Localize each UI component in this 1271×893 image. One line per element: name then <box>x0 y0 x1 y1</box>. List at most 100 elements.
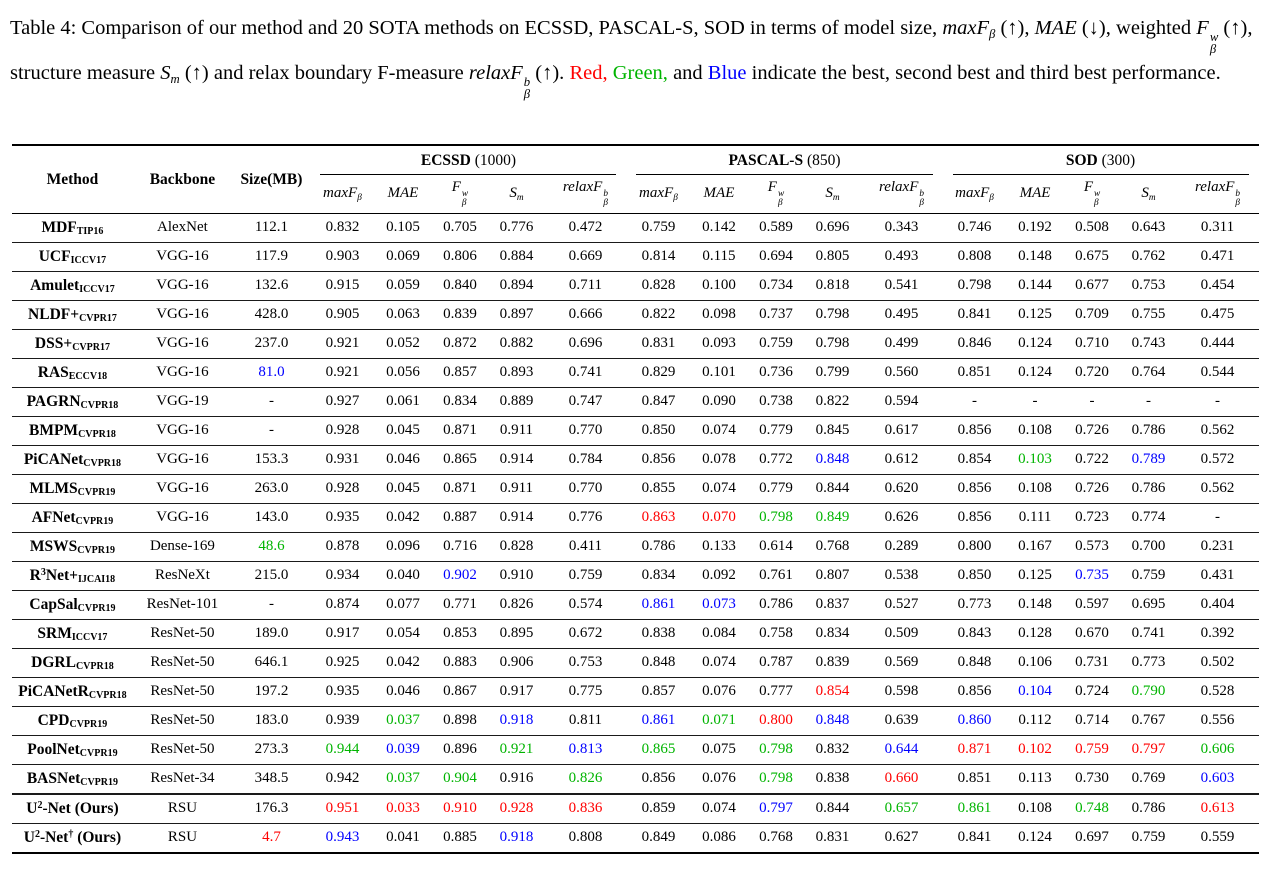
col-header-method: Method <box>12 145 133 214</box>
method-name: PiCANetCVPR18 <box>12 444 133 475</box>
metric-value: 0.710 <box>1063 328 1121 359</box>
metric-value: 0.144 <box>1006 270 1064 301</box>
metric-value: 0.666 <box>544 299 627 330</box>
method-text: CapSal <box>29 595 78 613</box>
metric-value: 0.495 <box>860 299 943 330</box>
legend-green: Green, <box>612 62 668 85</box>
metric-value: 0.846 <box>942 328 1007 359</box>
method-venue: CVPR19 <box>79 747 118 759</box>
model-size: - <box>232 415 311 446</box>
metric-value: 0.709 <box>1063 299 1121 330</box>
metric-value: 0.753 <box>544 647 627 678</box>
metric-value: 0.910 <box>431 793 489 824</box>
method-text: SRM <box>37 624 72 642</box>
metric-value: 0.914 <box>488 444 545 475</box>
col-header-metric: MAE <box>374 175 432 214</box>
metric-value: 0.705 <box>431 212 489 243</box>
metric-value: 0.800 <box>747 705 805 736</box>
method-name: DGRLCVPR18 <box>12 647 133 678</box>
metric-value: 0.115 <box>690 241 748 272</box>
metric-value: 0.818 <box>804 270 861 301</box>
metric-value: - <box>1063 386 1121 417</box>
metric-value: 0.847 <box>626 386 691 417</box>
metric-value: 0.834 <box>431 386 489 417</box>
metric-value: 0.805 <box>804 241 861 272</box>
metric-value: 0.125 <box>1006 560 1064 591</box>
metric-value: 0.100 <box>690 270 748 301</box>
method-text: MLMS <box>29 479 78 497</box>
metric-value: 0.560 <box>860 357 943 388</box>
metric-value: 0.061 <box>374 386 432 417</box>
metric-value: 0.800 <box>942 531 1007 562</box>
metric-value: 0.883 <box>431 647 489 678</box>
method-name: CPDCVPR19 <box>12 705 133 736</box>
metric-value: 0.789 <box>1120 444 1177 475</box>
metric-value: 0.808 <box>544 822 627 853</box>
metric-value: 0.918 <box>488 822 545 853</box>
metric-value: 0.694 <box>747 241 805 272</box>
model-size: - <box>232 386 311 417</box>
metric-value: 0.798 <box>942 270 1007 301</box>
metric-value: 0.834 <box>804 618 861 649</box>
method-text: -Net (Ours) <box>42 799 119 817</box>
metric-value: 0.084 <box>690 618 748 649</box>
metric-value: 0.904 <box>431 763 489 794</box>
metric-value: 0.737 <box>747 299 805 330</box>
metric-value: 0.851 <box>942 357 1007 388</box>
metric-value: 0.711 <box>544 270 627 301</box>
metric-value: 0.828 <box>626 270 691 301</box>
metric-value: 0.167 <box>1006 531 1064 562</box>
col-header-metric: maxFβ <box>626 175 691 214</box>
metric-value: 0.392 <box>1176 618 1259 649</box>
metric-value: 0.903 <box>310 241 375 272</box>
table-row: BASNetCVPR19 ResNet-34 348.5 0.942 0.037 0.90… <box>12 763 1259 794</box>
metric-value: 0.573 <box>1063 531 1121 562</box>
metric-value: 0.773 <box>1120 647 1177 678</box>
metric-value: 0.726 <box>1063 473 1121 504</box>
metric-value: 0.743 <box>1120 328 1177 359</box>
metric-value: 0.040 <box>374 560 432 591</box>
metric-value: 0.761 <box>747 560 805 591</box>
metric-value: 0.124 <box>1006 357 1064 388</box>
metric-value: 0.807 <box>804 560 861 591</box>
metric-value: 0.853 <box>431 618 489 649</box>
method-text: MSWS <box>29 537 78 555</box>
method-venue: CVPR18 <box>88 689 127 701</box>
metric-value: 0.826 <box>488 589 545 620</box>
metric-value: 0.404 <box>1176 589 1259 620</box>
table-row: DGRLCVPR18 ResNet-50 646.1 0.925 0.042 0.883 0… <box>12 647 1259 678</box>
metric-value: 0.111 <box>1006 502 1064 533</box>
model-size: 273.3 <box>232 734 311 765</box>
metric-value: 0.722 <box>1063 444 1121 475</box>
metric-value: 0.071 <box>690 705 748 736</box>
metric-value: 0.045 <box>374 473 432 504</box>
metric-value: 0.776 <box>544 502 627 533</box>
metric-value: 0.726 <box>1063 415 1121 446</box>
metric-value: 0.472 <box>544 212 627 243</box>
metric-value: 0.786 <box>1120 415 1177 446</box>
method-text: † <box>68 828 74 840</box>
metric-value: 0.848 <box>804 444 861 475</box>
metric-value: 0.798 <box>804 328 861 359</box>
model-size: 112.1 <box>232 212 311 243</box>
metric-value: 0.124 <box>1006 328 1064 359</box>
metric-value: 0.037 <box>374 705 432 736</box>
metric-value: 0.921 <box>310 357 375 388</box>
metric-value: 0.192 <box>1006 212 1064 243</box>
method-venue: CVPR17 <box>72 341 110 353</box>
metric-value: 0.736 <box>747 357 805 388</box>
metric-value: 0.884 <box>488 241 545 272</box>
metric-value: 0.798 <box>747 734 805 765</box>
metric-value: 0.730 <box>1063 763 1121 794</box>
model-size: 183.0 <box>232 705 311 736</box>
metric-value: 0.696 <box>804 212 861 243</box>
metric-value: 0.832 <box>310 212 375 243</box>
metric-value: 0.779 <box>747 473 805 504</box>
model-size: 646.1 <box>232 647 311 678</box>
backbone: ResNet-50 <box>132 676 233 707</box>
table-row: MDFTIP16 AlexNet 112.1 0.832 0.105 0.705 0.776… <box>12 212 1259 243</box>
backbone: AlexNet <box>132 212 233 243</box>
metric-value: 0.589 <box>747 212 805 243</box>
metric-value: 0.106 <box>1006 647 1064 678</box>
metric-value: 0.538 <box>860 560 943 591</box>
